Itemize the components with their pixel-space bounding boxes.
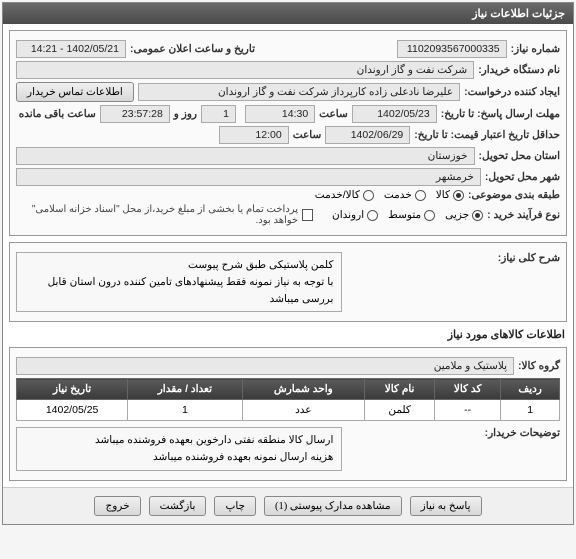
radio-dot-icon (363, 190, 374, 201)
subject-class-radios: کالا خدمت کالا/خدمت (315, 189, 464, 201)
radio-kala[interactable]: کالا (436, 189, 464, 201)
radio-dot-icon (415, 190, 426, 201)
label-req-no: شماره نیاز: (511, 43, 560, 55)
label-requester: ایجاد کننده درخواست: (464, 86, 560, 98)
field-remain-time: 23:57:28 (100, 105, 170, 123)
th-name: نام کالا (365, 379, 435, 400)
th-row: ردیف (501, 379, 560, 400)
items-table: ردیف کد کالا نام کالا واحد شمارش تعداد /… (16, 378, 560, 421)
buyer-note-1: ارسال کالا منطقه نفتی دارخوین بعهده فروش… (25, 432, 333, 449)
label-validity: حداقل تاریخ اعتبار قیمت: تا تاریخ: (414, 129, 560, 141)
radio-dot-icon (367, 210, 378, 221)
field-city: خرمشهر (16, 168, 481, 186)
payment-note: پرداخت تمام یا بخشی از مبلغ خرید،از محل … (16, 204, 298, 226)
attachments-button[interactable]: مشاهده مدارک پیوستی (1) (264, 496, 402, 516)
main-panel: جزئیات اطلاعات نیاز شماره نیاز: 11020935… (2, 2, 574, 525)
label-purchase-type: نوع فرآیند خرید : (487, 209, 560, 221)
field-validity-time: 12:00 (219, 126, 289, 144)
radio-p1[interactable]: جزیی (445, 209, 483, 221)
label-pub-datetime: تاریخ و ساعت اعلان عمومی: (130, 43, 255, 55)
treasury-checkbox[interactable] (302, 209, 313, 221)
desc-box: کلمن پلاستیکی طبق شرح پیوست با توجه به ن… (16, 252, 342, 312)
label-buyer-org: نام دستگاه خریدار: (478, 64, 560, 76)
th-qty: تعداد / مقدار (128, 379, 242, 400)
field-goods-group: پلاستیک و ملامین (16, 357, 514, 375)
table-row[interactable]: 1 -- کلمن عدد 1 1402/05/25 (17, 400, 560, 421)
radio-dot-icon (472, 210, 483, 221)
th-code: کد کالا (435, 379, 501, 400)
label-desc: شرح کلی نیاز: (480, 252, 560, 264)
radio-khedmat[interactable]: خدمت (384, 189, 426, 201)
field-buyer-org: شرکت نفت و گاز اروندان (16, 61, 474, 79)
exit-button[interactable]: خروج (94, 496, 140, 516)
field-province: خوزستان (16, 147, 475, 165)
field-requester: علیرضا نادعلی زاده کارپرداز شرکت نفت و گ… (138, 83, 460, 101)
label-goods-group: گروه کالا: (518, 360, 560, 372)
label-buyer-notes: توضیحات خریدار: (470, 427, 560, 439)
radio-both[interactable]: کالا/خدمت (315, 189, 374, 201)
field-remain-days: 1 (201, 105, 236, 123)
label-time-2: ساعت (293, 129, 322, 141)
button-row: پاسخ به نیاز مشاهده مدارک پیوستی (1) چاپ… (3, 487, 573, 524)
label-day: روز و (174, 108, 197, 120)
label-deadline: مهلت ارسال پاسخ: تا تاریخ: (441, 108, 560, 120)
print-button[interactable]: چاپ (214, 496, 256, 516)
items-title: اطلاعات کالاهای مورد نیاز (11, 328, 565, 341)
field-pub-datetime: 1402/05/21 - 14:21 (16, 40, 126, 58)
label-remaining: ساعت باقی مانده (19, 108, 96, 120)
info-section: شماره نیاز: 1102093567000335 تاریخ و ساع… (9, 30, 567, 236)
desc-line1: کلمن پلاستیکی طبق شرح پیوست (25, 257, 333, 274)
buyer-notes-box: ارسال کالا منطقه نفتی دارخوین بعهده فروش… (16, 427, 342, 471)
label-time-1: ساعت (319, 108, 348, 120)
label-subject-class: طبقه بندی موضوعی: (468, 189, 560, 201)
label-province: استان محل تحویل: (479, 150, 560, 162)
field-validity-date: 1402/06/29 (325, 126, 410, 144)
field-deadline-time: 14:30 (245, 105, 315, 123)
label-city: شهر محل تحویل: (485, 171, 560, 183)
contact-info-button[interactable]: اطلاعات تماس خریدار (16, 82, 134, 102)
respond-button[interactable]: پاسخ به نیاز (410, 496, 482, 516)
back-button[interactable]: بازگشت (149, 496, 207, 516)
radio-dot-icon (453, 190, 464, 201)
items-section: گروه کالا: پلاستیک و ملامین ردیف کد کالا… (9, 347, 567, 481)
field-req-no: 1102093567000335 (397, 40, 507, 58)
radio-p3[interactable]: اروندان (332, 209, 378, 221)
th-date: تاریخ نیاز (17, 379, 128, 400)
desc-section: شرح کلی نیاز: کلمن پلاستیکی طبق شرح پیوس… (9, 242, 567, 322)
th-unit: واحد شمارش (242, 379, 365, 400)
field-deadline-date: 1402/05/23 (352, 105, 437, 123)
radio-dot-icon (424, 210, 435, 221)
buyer-note-2: هزینه ارسال نمونه بعهده فروشنده میباشد (25, 449, 333, 466)
panel-title: جزئیات اطلاعات نیاز (3, 3, 573, 24)
desc-line2: با توجه به نیاز نمونه فقط پیشنهادهای تام… (25, 274, 333, 308)
radio-p2[interactable]: متوسط (388, 209, 435, 221)
purchase-type-radios: جزیی متوسط اروندان (332, 209, 483, 221)
